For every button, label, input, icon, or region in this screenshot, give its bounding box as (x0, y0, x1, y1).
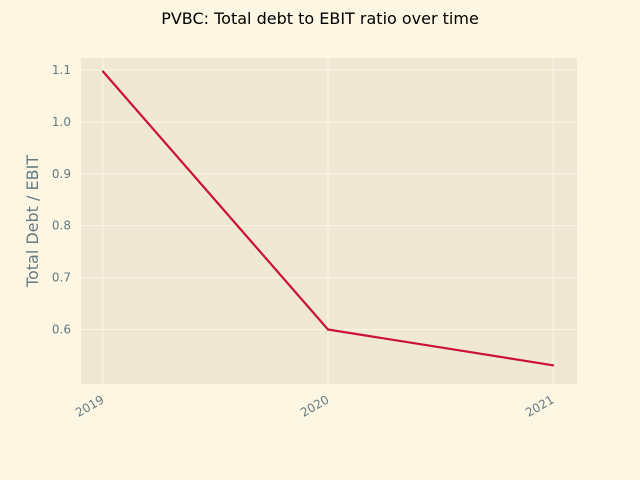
y-tick-label: 0.6 (52, 322, 71, 336)
data-point (101, 70, 105, 73)
data-point (326, 328, 330, 331)
y-axis: 0.6 0.7 0.8 0.9 1.0 1.1 (52, 63, 71, 337)
y-tick-label: 0.9 (52, 167, 71, 181)
y-tick-label: 1.0 (52, 115, 71, 129)
x-axis: 2019 2020 2021 (73, 392, 556, 419)
y-tick-label: 1.1 (52, 63, 71, 77)
grid (81, 58, 577, 384)
x-tick-label: 2019 (73, 392, 106, 419)
chart-title: PVBC: Total debt to EBIT ratio over time (161, 9, 479, 28)
y-axis-label: Total Debt / EBIT (23, 155, 42, 288)
y-tick-label: 0.8 (52, 219, 71, 233)
y-tick-label: 0.7 (52, 271, 71, 285)
data-point (551, 364, 555, 367)
x-tick-label: 2020 (298, 392, 331, 419)
plot-area (81, 58, 577, 384)
x-tick-label: 2021 (523, 392, 556, 419)
series-layer (101, 70, 555, 367)
